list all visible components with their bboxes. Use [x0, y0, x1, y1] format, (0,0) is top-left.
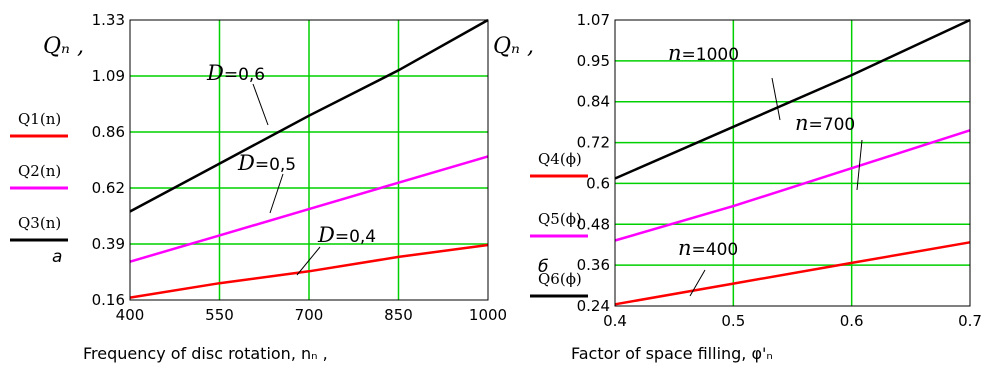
y-tick-label: 0.36	[577, 256, 610, 274]
chart-panel-1: 0.16 0.39 0.62 0.86 1.09 1.33 400 550 700 850 1000…	[10, 11, 507, 363]
series-annotation: D=0,5	[237, 151, 296, 175]
series-annotation: n=400	[678, 236, 738, 260]
y-tick-label: 0.48	[577, 215, 610, 233]
legend-label: Q6(ϕ)	[538, 270, 582, 288]
legend-label: Q2(n)	[18, 162, 61, 180]
series-annotation: n=700	[795, 111, 855, 135]
y-tick-label: 1.33	[92, 11, 125, 29]
x-tick-label: 700	[295, 306, 324, 324]
x-axis-label: Factor of space filling, φ'ₙ	[571, 344, 773, 363]
plot-frame	[614, 19, 971, 307]
x-tick-label: 400	[116, 306, 145, 324]
y-tick-label: 0.6	[586, 174, 610, 192]
x-tick-label: 0.7	[958, 312, 982, 330]
y-tick-label: 0.72	[577, 134, 610, 152]
series-line-Q6(ϕ)	[614, 18, 971, 180]
legend-label: Q4(ϕ)	[538, 150, 582, 168]
annotation-leader	[771, 77, 781, 121]
x-tick-label: 550	[205, 306, 234, 324]
series-annotation: n=1000	[668, 41, 739, 65]
y-tick-label: 0.95	[577, 52, 610, 70]
series-annotation: D=0,6	[206, 61, 265, 85]
x-tick-label: 0.5	[721, 312, 745, 330]
panel-label: a	[52, 247, 62, 267]
series-line-Q2(n)	[129, 155, 489, 263]
series-line-Q1(n)	[129, 243, 489, 299]
series-annotation: D=0,4	[317, 223, 376, 247]
y-tick-label: 0.86	[92, 123, 125, 141]
y-tick-label: 0.62	[92, 179, 125, 197]
x-tick-label: 0.4	[603, 312, 627, 330]
y-tick-label: 0.84	[577, 93, 610, 111]
series-line-Q5(ϕ)	[614, 129, 971, 242]
y-tick-label: 0.24	[577, 297, 610, 315]
y-tick-label: 0.16	[92, 291, 125, 309]
x-tick-label: 1000	[469, 306, 507, 324]
annotation-leader	[689, 269, 706, 297]
x-tick-label: 850	[384, 306, 413, 324]
series-line-Q3(n)	[129, 18, 489, 213]
x-axis-label: Frequency of disc rotation, nₙ ,	[83, 344, 328, 363]
chart-panel-2: 0.24 0.36 0.48 0.6 0.72 0.84 0.95 1.07 0.4 0.5 0.6…	[493, 11, 982, 363]
y-axis-label: Qₙ ,	[493, 34, 534, 59]
y-tick-label: 1.09	[92, 67, 125, 85]
legend-label: Q1(n)	[18, 110, 61, 128]
series-line-Q4(ϕ)	[614, 241, 971, 306]
y-tick-label: 0.39	[92, 235, 125, 253]
legend-label: Q5(ϕ)	[538, 210, 582, 228]
y-tick-label: 1.07	[577, 11, 610, 29]
panel-label: б	[538, 257, 548, 277]
annotation-leader	[269, 173, 284, 214]
annotation-leader	[296, 246, 321, 276]
x-tick-label: 0.6	[840, 312, 864, 330]
plot-frame	[129, 19, 489, 301]
annotation-leader	[856, 139, 863, 191]
annotation-leader	[252, 83, 269, 126]
y-axis-label: Qₙ ,	[43, 34, 84, 59]
legend-label: Q3(n)	[18, 214, 61, 232]
